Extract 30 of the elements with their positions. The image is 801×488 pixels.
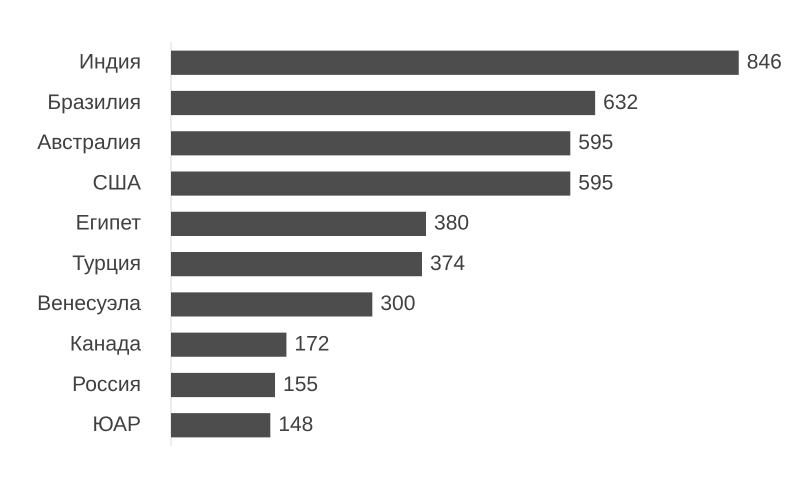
data-label: 595 bbox=[578, 171, 614, 194]
y-tick-label: Турция bbox=[72, 252, 141, 275]
y-tick-label: США bbox=[92, 171, 141, 194]
bar bbox=[171, 131, 570, 156]
data-label: 632 bbox=[603, 90, 638, 114]
bar bbox=[171, 292, 372, 317]
bar bbox=[171, 413, 270, 438]
data-label: 846 bbox=[746, 50, 782, 74]
y-tick-label: Канада bbox=[70, 332, 142, 356]
y-tick-label: Египет bbox=[76, 212, 142, 235]
bar bbox=[171, 212, 426, 236]
bar bbox=[171, 50, 739, 75]
y-tick-label: Венесуэла bbox=[37, 292, 142, 316]
data-label: 380 bbox=[434, 212, 470, 235]
bar bbox=[171, 90, 596, 116]
data-label: 374 bbox=[430, 252, 466, 275]
data-label: 155 bbox=[283, 372, 318, 396]
bar bbox=[171, 171, 570, 196]
bar bbox=[171, 332, 286, 357]
data-label: 172 bbox=[294, 332, 330, 356]
y-tick-label: Бразилия bbox=[47, 90, 141, 114]
bar bbox=[171, 372, 276, 398]
y-tick-label: Индия bbox=[78, 50, 141, 74]
y-tick-label: Россия bbox=[72, 372, 141, 396]
data-label: 300 bbox=[380, 292, 416, 316]
data-label: 595 bbox=[578, 131, 614, 154]
y-tick-label: Австралия bbox=[37, 131, 141, 154]
y-tick-label: ЮАР bbox=[92, 413, 141, 436]
data-label: 148 bbox=[278, 413, 314, 436]
bar bbox=[171, 252, 422, 276]
